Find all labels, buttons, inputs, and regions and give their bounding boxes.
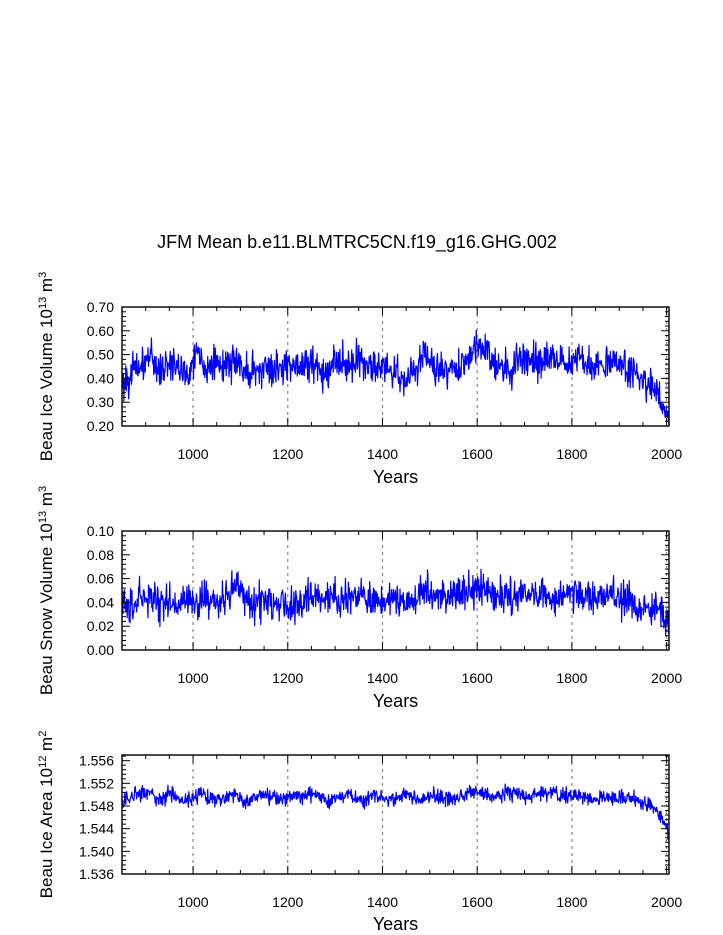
- x-tick-label-1800: 1800: [556, 894, 587, 910]
- x-tick-label-1000: 1000: [177, 670, 208, 686]
- y-tick-label: 0.02: [87, 618, 114, 634]
- panel-1: 1000 1200 1400 1600 1800 2000 0.20 0.30 0.40 0.50…: [37, 272, 682, 487]
- x-tick-label-1800: 1800: [556, 446, 587, 462]
- y-tick-label: 1.548: [79, 798, 114, 814]
- y-tick-label: 0.06: [87, 571, 114, 587]
- y-axis-label-part: Beau Ice Volume 10: [37, 309, 56, 461]
- x-tick-label-1000: 1000: [177, 446, 208, 462]
- y-axis-label-part: m: [37, 492, 56, 511]
- x-tick-label-1000: 1000: [177, 894, 208, 910]
- y-axis-label-exponent: 3: [37, 272, 49, 278]
- y-axis-label-part: m: [37, 737, 56, 756]
- y-tick-label: 0.10: [87, 523, 114, 539]
- y-axis-label-2: Beau Snow Volume 1013 m3: [37, 486, 56, 695]
- x-axis-label-1: Years: [373, 467, 418, 487]
- x-tick-label-1200: 1200: [272, 894, 303, 910]
- x-axis-label-2: Years: [373, 691, 418, 711]
- y-axis-label-part: Beau Snow Volume 10: [37, 523, 56, 695]
- x-tick-label-1600: 1600: [462, 670, 493, 686]
- y-axis-label-exponent: 12: [37, 756, 49, 768]
- y-axis-label-exponent: 2: [37, 731, 49, 737]
- y-axis-label-exponent: 13: [37, 297, 49, 309]
- y-tick-label: 0.04: [87, 594, 114, 610]
- x-tick-label-1400: 1400: [367, 894, 398, 910]
- y-tick-label: 0.30: [87, 394, 114, 410]
- series-line-3: [121, 783, 670, 841]
- x-tick-label-1400: 1400: [367, 446, 398, 462]
- x-axis-label-3: Years: [373, 914, 418, 934]
- y-tick-label: 0.08: [87, 547, 114, 563]
- y-tick-label: 0.20: [87, 418, 114, 434]
- y-tick-label: 1.540: [79, 843, 114, 859]
- y-tick-label: 0.70: [87, 299, 114, 315]
- x-tick-label-1400: 1400: [367, 670, 398, 686]
- x-tick-label-2000: 2000: [651, 894, 682, 910]
- panel-2: 1000 1200 1400 1600 1800 2000 0.00 0.02 0.04 0.06…: [37, 486, 682, 711]
- y-axis-label-3: Beau Ice Area 1012 m2: [37, 731, 56, 899]
- x-tick-label-1200: 1200: [272, 446, 303, 462]
- y-tick-label: 1.536: [79, 866, 114, 882]
- plot-frame-2: [121, 530, 670, 651]
- x-tick-label-2000: 2000: [651, 446, 682, 462]
- chart-panels: 1000 1200 1400 1600 1800 2000 0.20 0.30 0.40 0.50…: [37, 272, 682, 934]
- x-tick-label-1200: 1200: [272, 670, 303, 686]
- y-tick-label: 0.60: [87, 323, 114, 339]
- y-tick-label: 1.556: [79, 753, 114, 769]
- y-axis-label-part: Beau Ice Area 10: [37, 768, 56, 898]
- x-tick-label-1800: 1800: [556, 670, 587, 686]
- series-line-2: [121, 568, 670, 636]
- y-axis-label-exponent: 3: [37, 486, 49, 492]
- y-axis-label-1: Beau Ice Volume 1013 m3: [37, 272, 56, 461]
- chart-title: JFM Mean b.e11.BLMTRC5CN.f19_g16.GHG.002: [157, 232, 557, 253]
- x-tick-label-1600: 1600: [462, 446, 493, 462]
- y-tick-label: 1.552: [79, 775, 114, 791]
- plot-frame-1: [121, 306, 670, 427]
- plot-frame-3: [121, 754, 670, 875]
- y-axis-label-exponent: 13: [37, 511, 49, 523]
- y-axis-label-part: m: [37, 278, 56, 297]
- y-tick-label: 1.544: [79, 821, 114, 837]
- y-tick-label: 0.50: [87, 347, 114, 363]
- x-tick-label-2000: 2000: [651, 670, 682, 686]
- series-line-1: [121, 329, 670, 425]
- x-tick-label-1600: 1600: [462, 894, 493, 910]
- panel-3: 1000 1200 1400 1600 1800 2000 1.536 1.540 1.544 1…: [37, 731, 682, 934]
- y-tick-label: 0.40: [87, 370, 114, 386]
- y-tick-label: 0.00: [87, 642, 114, 658]
